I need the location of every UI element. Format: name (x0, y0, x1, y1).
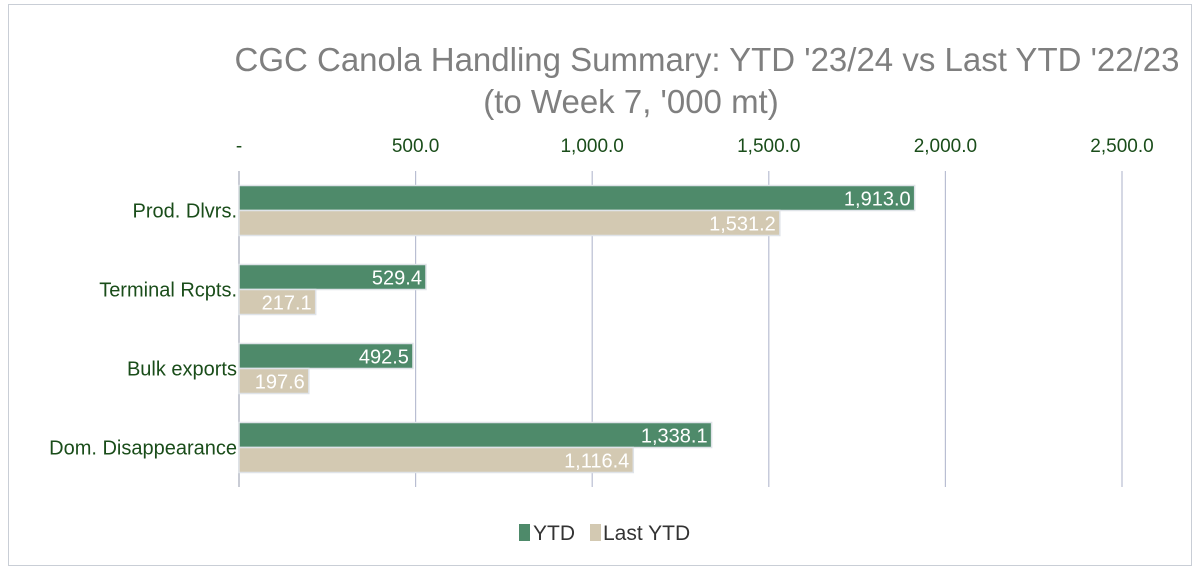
x-axis-ticks: - 500.0 1,000.0 1,500.0 2,000.0 2,500.0 (236, 136, 1154, 157)
category-axis: Prod. Dlvrs. Terminal Rcpts. Bulk exports D… (49, 201, 237, 460)
bars: 1,913.0 1,531.2 529.4 217.1 492.5 197.6 1,338.… (238, 184, 916, 474)
x-tick-label: 500.0 (392, 136, 440, 157)
legend-label-ytd: YTD (533, 522, 575, 545)
chart-subtitle: (to Week 7, '000 mt) (483, 83, 778, 120)
data-label: 492.5 (359, 347, 409, 369)
category-label: Prod. Dlvrs. (133, 201, 237, 223)
bar (238, 288, 317, 316)
bar (238, 263, 427, 291)
bar (238, 209, 781, 237)
bar (238, 342, 414, 370)
legend-swatch-ytd (519, 524, 530, 541)
x-tick-label: 2,500.0 (1090, 136, 1153, 157)
bar (238, 421, 713, 449)
chart-title: CGC Canola Handling Summary: YTD '23/24 … (235, 41, 1180, 78)
bar (238, 367, 310, 395)
legend-swatch-last-ytd (590, 524, 601, 541)
data-label: 217.1 (262, 293, 312, 315)
bar (238, 446, 635, 474)
x-tick-label: 2,000.0 (914, 136, 977, 157)
category-label: Dom. Disappearance (49, 438, 237, 460)
data-label: 1,116.4 (564, 451, 629, 473)
data-label: 529.4 (372, 268, 422, 290)
x-tick-label: 1,500.0 (737, 136, 800, 157)
bar-chart: 1,913.0 1,531.2 529.4 217.1 492.5 197.6 1,338.… (49, 41, 1180, 545)
x-tick-label: 1,000.0 (560, 136, 623, 157)
chart-frame: 1,913.0 1,531.2 529.4 217.1 492.5 197.6 1,338.… (8, 4, 1192, 566)
data-label: 1,531.2 (709, 214, 776, 236)
bar (238, 184, 916, 212)
x-tick-label: - (236, 136, 242, 157)
category-label: Terminal Rcpts. (99, 280, 237, 302)
data-label: 1,913.0 (844, 189, 911, 211)
category-label: Bulk exports (127, 359, 237, 381)
legend: YTD Last YTD (519, 522, 690, 545)
data-label: 1,338.1 (641, 426, 708, 448)
legend-label-last-ytd: Last YTD (603, 522, 690, 545)
data-label: 197.6 (255, 372, 305, 394)
